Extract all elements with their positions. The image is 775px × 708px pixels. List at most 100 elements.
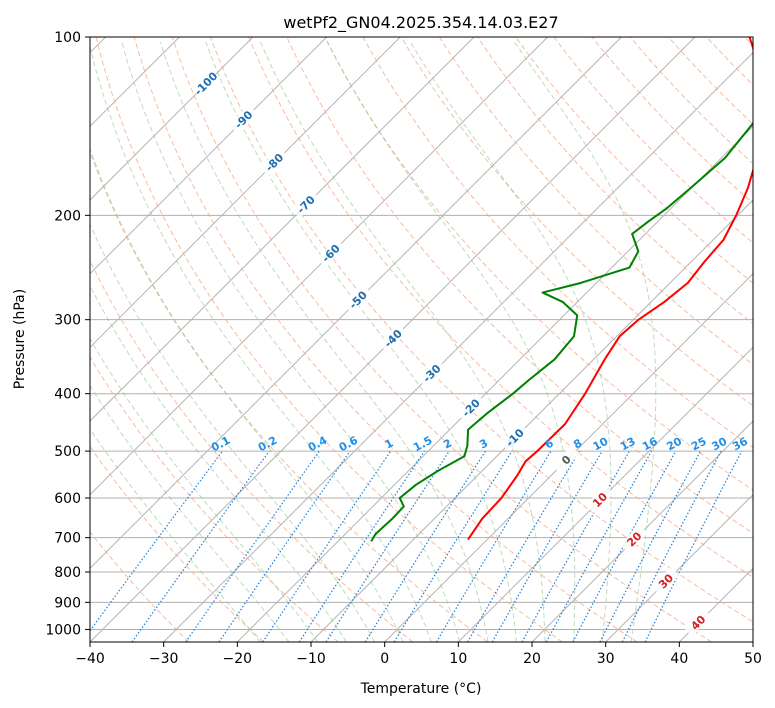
mixing-ratio-line-20	[572, 450, 677, 642]
isotherm-30	[605, 493, 753, 642]
isotherm--60	[90, 37, 549, 496]
dry-adiabat-110	[439, 37, 753, 366]
mixing-ratio-line-10	[491, 450, 603, 642]
dry-adiabat--30	[90, 531, 190, 642]
moist-adiabat-0	[90, 147, 404, 642]
moist-adiabat-24	[327, 41, 576, 642]
isotherm-label-bg	[500, 423, 529, 452]
moist-adiabat--12	[90, 337, 319, 642]
isotherm-label-bg	[585, 485, 614, 514]
dry-adiabat-120	[477, 37, 753, 325]
x-tick-label: 10	[449, 651, 467, 667]
dry-adiabat-60	[248, 37, 753, 578]
isotherm--70	[90, 37, 475, 422]
mixing-ratio-line-4	[393, 450, 513, 642]
y-axis-title: Pressure (hPa)	[12, 289, 28, 389]
isotherm-label-bg	[417, 358, 446, 388]
isotherm-0	[384, 272, 753, 642]
x-tick-label: 30	[597, 651, 615, 667]
y-tick-label: 100	[54, 30, 81, 46]
mixing-ratio-line-3	[364, 450, 486, 642]
isotherm-label: 0	[551, 445, 580, 474]
moist-adiabat-4	[90, 45, 432, 642]
dry-adiabat-40	[171, 37, 712, 642]
moist-adiabat--8	[90, 284, 347, 642]
moist-adiabat-32	[514, 41, 657, 642]
isotherm-label-bg	[291, 189, 320, 219]
mixing-ratio-label: 16	[640, 435, 660, 454]
y-tick-label: 900	[54, 595, 81, 611]
isotherm-label-bg	[191, 69, 220, 98]
isotherm-label-bg	[228, 105, 258, 134]
isotherm-10	[457, 346, 753, 642]
mixing-ratio-line-25	[599, 450, 702, 642]
dry-adiabat-90	[362, 37, 753, 449]
x-tick-label: −20	[223, 651, 253, 667]
mixing-ratio-line-30	[621, 450, 722, 642]
background-lines	[90, 37, 753, 642]
isotherm-label-bg	[551, 445, 580, 474]
isotherm--100	[90, 37, 254, 201]
y-tick-label: 700	[54, 531, 81, 547]
isotherm--50	[90, 37, 622, 570]
dry-adiabat-80	[324, 37, 753, 491]
x-tick-label: −10	[296, 651, 326, 667]
moist-adiabat--4	[90, 223, 376, 642]
y-tick-label: 500	[54, 444, 81, 460]
plot-area	[90, 37, 753, 642]
dry-adiabat-30	[133, 37, 638, 642]
y-tick-label: 800	[54, 565, 81, 581]
moist-adiabat-20	[260, 41, 546, 642]
moist-adiabat-16	[205, 41, 517, 642]
moist-adiabat-12	[159, 41, 489, 642]
mixing-ratio-label: 30	[710, 435, 730, 454]
mixing-ratio-line-2	[325, 450, 450, 642]
y-tick-label: 600	[54, 491, 81, 507]
isotherm-label-bg	[651, 566, 680, 595]
mixing-ratio-line-0.2	[131, 450, 270, 642]
moist-adiabat-8	[121, 41, 461, 642]
x-tick-label: 20	[523, 651, 541, 667]
moist-adiabat-28	[410, 41, 612, 642]
mixing-ratio-line-16	[545, 450, 653, 642]
isotherm-label-bg	[378, 323, 407, 353]
mixing-ratio-label: 20	[664, 435, 684, 454]
dry-adiabat--10	[90, 356, 339, 642]
isotherm--80	[90, 37, 401, 349]
isotherm-label-bg	[259, 147, 289, 177]
mixing-ratio-line-36	[644, 450, 743, 642]
dry-adiabat-10	[90, 150, 488, 642]
dry-adiabat-20	[95, 37, 563, 642]
y-tick-label: 200	[54, 208, 81, 224]
mixing-ratio-line-0.1	[90, 450, 223, 632]
dry-adiabat-70	[286, 37, 753, 534]
y-tick-label: 300	[54, 313, 81, 329]
mixing-ratio-line-13	[521, 450, 631, 642]
y-tick-label: 1000	[45, 622, 81, 638]
moist-adiabat--20	[90, 427, 261, 642]
dry-adiabat-150	[591, 37, 753, 204]
plot-frame	[89, 36, 754, 643]
chart-title: wetPf2_GN04.2025.354.14.03.E27	[283, 13, 558, 33]
x-tick-label: 0	[380, 651, 389, 667]
isotherm-label-bg	[456, 393, 485, 422]
x-tick-label: 50	[744, 651, 762, 667]
x-axis-title: Temperature (°C)	[360, 681, 482, 697]
isotherm-label-bg	[316, 238, 345, 267]
dewpoint-profile-line	[370, 121, 753, 542]
x-tick-label: 40	[670, 651, 688, 667]
dry-adiabat-140	[553, 37, 753, 244]
isotherm-label-bg	[619, 524, 648, 553]
mixing-ratio-label: 36	[730, 435, 750, 454]
isotherm-label-bg	[683, 608, 712, 637]
mixing-ratio-line-0.6	[218, 450, 351, 642]
dry-adiabat-100	[400, 37, 753, 407]
axes: −40 −30 −20 −10 0 10 20 30 40 5010009008007006005…	[45, 30, 762, 667]
moist-adiabat--16	[90, 384, 290, 642]
mixing-ratio-line-1.5	[298, 450, 425, 642]
x-tick-label: −40	[75, 651, 105, 667]
mixing-ratio-label: 25	[689, 435, 709, 454]
mixing-ratio-label: 13	[618, 435, 638, 454]
temperature-profile-line	[467, 37, 753, 541]
